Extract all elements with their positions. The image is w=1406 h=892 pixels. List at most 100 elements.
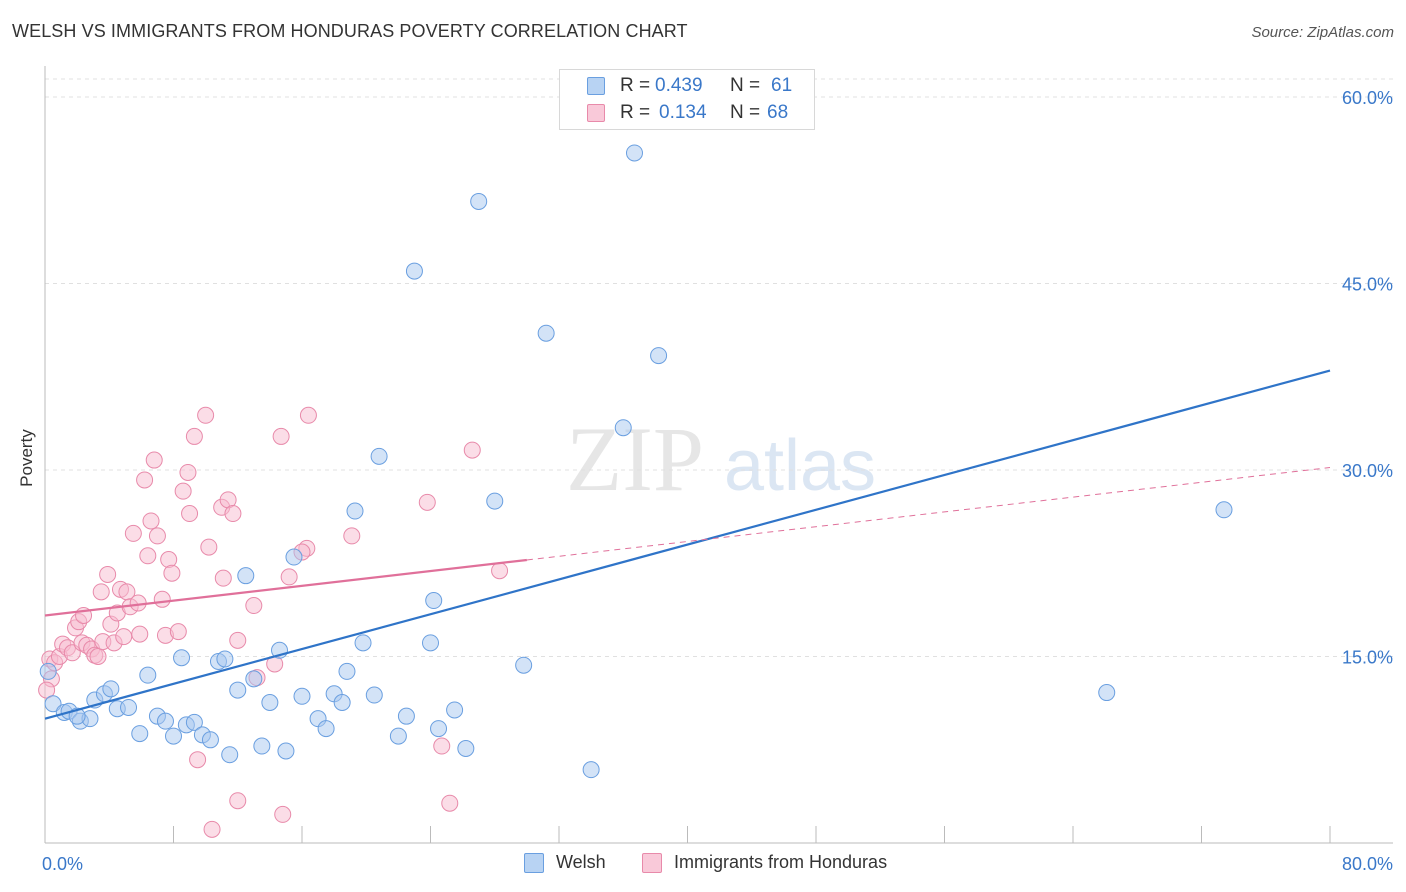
welsh-point: [285, 548, 303, 566]
welsh-point: [625, 144, 643, 162]
honduras-point: [92, 583, 110, 601]
welsh-point: [39, 662, 57, 680]
honduras-trend-line: [44, 558, 528, 617]
series-honduras: [38, 406, 509, 838]
honduras-n-label: N =: [730, 102, 761, 123]
honduras-point: [89, 648, 107, 665]
chart-title: WELSH VS IMMIGRANTS FROM HONDURAS POVERT…: [12, 21, 688, 41]
x-tick-label: 0.0%: [42, 854, 83, 874]
welsh-point: [346, 502, 364, 520]
honduras-point: [280, 568, 298, 586]
welsh-point: [370, 447, 388, 465]
axes: [44, 66, 1393, 844]
honduras-point: [463, 441, 481, 459]
welsh-point: [430, 720, 448, 738]
welsh-point: [120, 698, 138, 716]
honduras-trend-extension: [526, 467, 1331, 561]
honduras-point: [153, 590, 171, 608]
honduras-point: [131, 625, 149, 643]
honduras-r-label: R =: [620, 102, 651, 123]
welsh-trend-line: [44, 369, 1331, 720]
welsh-n-value: 61: [771, 75, 793, 96]
welsh-r-label: R =: [620, 75, 651, 96]
honduras-point: [418, 493, 436, 511]
welsh-point: [650, 347, 668, 365]
welsh-point: [253, 737, 271, 755]
honduras-point: [214, 569, 232, 587]
trend-lines: [44, 369, 1331, 720]
welsh-point: [277, 742, 295, 760]
x-tick-label: 80.0%: [1342, 854, 1393, 874]
honduras-point: [189, 751, 207, 769]
honduras-point: [200, 538, 218, 556]
honduras-point: [229, 631, 247, 649]
welsh-point: [317, 720, 335, 738]
welsh-point: [156, 712, 174, 730]
welsh-point: [1215, 501, 1233, 519]
welsh-point: [201, 731, 219, 749]
welsh-point: [229, 681, 247, 699]
honduras-swatch: [587, 104, 605, 122]
welsh-point: [261, 694, 279, 712]
honduras-point: [163, 564, 181, 582]
welsh-point: [216, 650, 234, 668]
welsh-r-value: 0.439: [655, 75, 703, 96]
source-credit: Source: ZipAtlas.com: [1251, 24, 1394, 41]
welsh-point: [582, 761, 600, 779]
honduras-point: [491, 562, 509, 580]
stats-row-welsh: R = 0.439 N = 61: [560, 73, 814, 101]
honduras-point: [197, 406, 215, 424]
honduras-point: [99, 565, 117, 583]
legend-welsh-swatch: [524, 853, 544, 873]
series-legend: Welsh Immigrants from Honduras: [0, 851, 1406, 877]
honduras-point: [185, 427, 203, 445]
legend-honduras-label: Immigrants from Honduras: [674, 852, 888, 872]
welsh-point: [237, 567, 255, 585]
welsh-point: [422, 634, 439, 652]
honduras-point: [142, 512, 160, 530]
welsh-point: [457, 740, 475, 758]
welsh-point: [1098, 684, 1116, 702]
legend-honduras-swatch: [642, 853, 662, 873]
honduras-point: [299, 406, 317, 424]
honduras-point: [181, 505, 199, 523]
welsh-point: [354, 634, 372, 652]
welsh-point: [245, 670, 263, 688]
honduras-point: [115, 628, 133, 646]
honduras-point: [179, 463, 197, 481]
welsh-point: [293, 687, 311, 705]
welsh-point: [425, 592, 443, 610]
honduras-point: [224, 505, 242, 523]
welsh-point: [102, 680, 120, 698]
y-tick-label: 60.0%: [1342, 88, 1393, 108]
welsh-point: [165, 727, 182, 745]
welsh-point: [221, 746, 239, 764]
honduras-point: [272, 427, 290, 445]
honduras-r-value: 0.134: [659, 102, 707, 123]
tick-labels: 15.0% 30.0% 45.0% 60.0% 0.0% 80.0%: [42, 88, 1393, 874]
honduras-point: [343, 527, 361, 545]
y-tick-label: 45.0%: [1342, 275, 1393, 295]
watermark: ZIP atlas: [566, 408, 876, 510]
welsh-point: [470, 192, 488, 210]
honduras-point: [245, 597, 263, 615]
honduras-point: [229, 792, 247, 810]
welsh-point: [139, 666, 157, 684]
welsh-point: [537, 324, 555, 342]
y-tick-label: 15.0%: [1342, 648, 1393, 668]
welsh-point: [446, 701, 464, 719]
honduras-point: [148, 527, 166, 545]
welsh-point: [333, 694, 351, 712]
welsh-point: [486, 492, 504, 510]
welsh-point: [44, 695, 62, 713]
honduras-point: [433, 737, 451, 755]
honduras-point: [38, 681, 56, 699]
honduras-point: [139, 547, 157, 565]
welsh-point: [515, 656, 533, 674]
welsh-point: [365, 686, 383, 704]
stats-legend-box: R = 0.439 N = 61 R = 0.134 N = 68: [559, 69, 815, 130]
y-tick-label: 30.0%: [1342, 461, 1393, 481]
honduras-point: [441, 794, 459, 812]
welsh-swatch: [587, 77, 605, 95]
